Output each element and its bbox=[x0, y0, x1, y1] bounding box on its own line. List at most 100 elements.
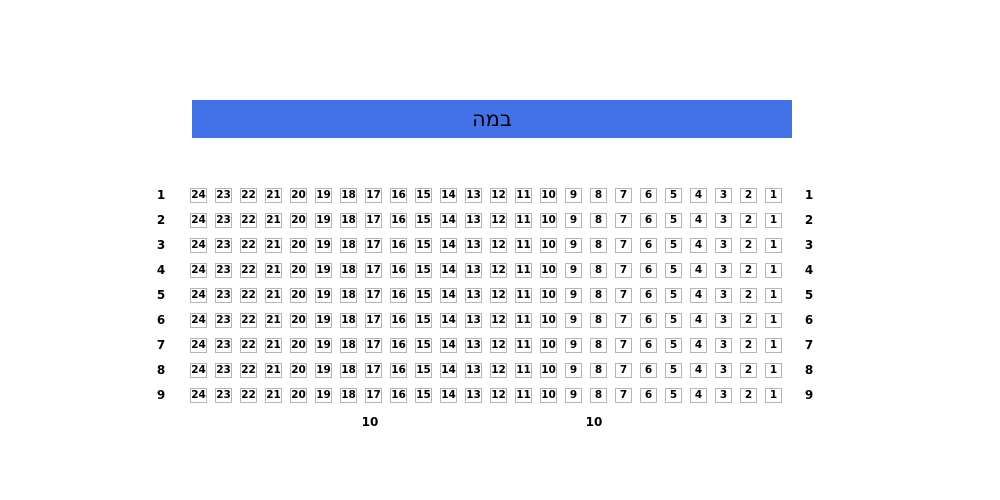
seat[interactable]: 10 bbox=[540, 213, 557, 228]
seat[interactable]: 2 bbox=[740, 363, 757, 378]
seat[interactable]: 14 bbox=[440, 313, 457, 328]
seat[interactable]: 14 bbox=[440, 338, 457, 353]
seat[interactable]: 5 bbox=[665, 338, 682, 353]
seat[interactable]: 23 bbox=[215, 213, 232, 228]
seat[interactable]: 20 bbox=[290, 288, 307, 303]
seat[interactable]: 11 bbox=[515, 238, 532, 253]
seat[interactable]: 18 bbox=[340, 338, 357, 353]
seat[interactable]: 19 bbox=[315, 313, 332, 328]
seat[interactable]: 9 bbox=[565, 213, 582, 228]
seat[interactable]: 20 bbox=[290, 238, 307, 253]
seat[interactable]: 17 bbox=[365, 363, 382, 378]
seat[interactable]: 3 bbox=[715, 263, 732, 278]
seat[interactable]: 4 bbox=[690, 238, 707, 253]
seat[interactable]: 15 bbox=[415, 188, 432, 203]
seat[interactable]: 13 bbox=[465, 263, 482, 278]
seat[interactable]: 5 bbox=[665, 313, 682, 328]
seat[interactable]: 24 bbox=[190, 338, 207, 353]
seat[interactable]: 11 bbox=[515, 363, 532, 378]
seat[interactable]: 15 bbox=[415, 313, 432, 328]
seat[interactable]: 5 bbox=[665, 263, 682, 278]
seat[interactable]: 1 bbox=[765, 363, 782, 378]
seat[interactable]: 23 bbox=[215, 313, 232, 328]
seat[interactable]: 14 bbox=[440, 363, 457, 378]
seat[interactable]: 16 bbox=[390, 363, 407, 378]
seat[interactable]: 4 bbox=[690, 338, 707, 353]
seat[interactable]: 7 bbox=[615, 263, 632, 278]
seat[interactable]: 1 bbox=[765, 188, 782, 203]
seat[interactable]: 1 bbox=[765, 313, 782, 328]
seat[interactable]: 21 bbox=[265, 263, 282, 278]
seat[interactable]: 16 bbox=[390, 288, 407, 303]
seat[interactable]: 12 bbox=[490, 313, 507, 328]
seat[interactable]: 19 bbox=[315, 238, 332, 253]
seat[interactable]: 6 bbox=[640, 288, 657, 303]
seat[interactable]: 11 bbox=[515, 338, 532, 353]
seat[interactable]: 21 bbox=[265, 338, 282, 353]
seat[interactable]: 5 bbox=[665, 238, 682, 253]
seat[interactable]: 23 bbox=[215, 238, 232, 253]
seat[interactable]: 22 bbox=[240, 288, 257, 303]
seat[interactable]: 13 bbox=[465, 288, 482, 303]
seat[interactable]: 9 bbox=[565, 288, 582, 303]
seat[interactable]: 15 bbox=[415, 363, 432, 378]
seat[interactable]: 19 bbox=[315, 363, 332, 378]
seat[interactable]: 20 bbox=[290, 263, 307, 278]
seat[interactable]: 19 bbox=[315, 188, 332, 203]
seat[interactable]: 3 bbox=[715, 363, 732, 378]
seat[interactable]: 15 bbox=[415, 263, 432, 278]
seat[interactable]: 4 bbox=[690, 213, 707, 228]
seat[interactable]: 10 bbox=[540, 313, 557, 328]
seat[interactable]: 6 bbox=[640, 338, 657, 353]
seat[interactable]: 13 bbox=[465, 238, 482, 253]
seat[interactable]: 16 bbox=[390, 338, 407, 353]
seat[interactable]: 18 bbox=[340, 388, 357, 403]
seat[interactable]: 3 bbox=[715, 388, 732, 403]
seat[interactable]: 9 bbox=[565, 238, 582, 253]
seat[interactable]: 9 bbox=[565, 388, 582, 403]
seat[interactable]: 20 bbox=[290, 213, 307, 228]
seat[interactable]: 19 bbox=[315, 288, 332, 303]
seat[interactable]: 5 bbox=[665, 288, 682, 303]
seat[interactable]: 1 bbox=[765, 338, 782, 353]
seat[interactable]: 12 bbox=[490, 188, 507, 203]
seat[interactable]: 1 bbox=[765, 388, 782, 403]
seat[interactable]: 10 bbox=[540, 363, 557, 378]
seat[interactable]: 4 bbox=[690, 363, 707, 378]
seat[interactable]: 16 bbox=[390, 238, 407, 253]
seat[interactable]: 22 bbox=[240, 338, 257, 353]
seat[interactable]: 17 bbox=[365, 388, 382, 403]
seat[interactable]: 24 bbox=[190, 288, 207, 303]
seat[interactable]: 22 bbox=[240, 238, 257, 253]
seat[interactable]: 11 bbox=[515, 288, 532, 303]
seat[interactable]: 19 bbox=[315, 388, 332, 403]
seat[interactable]: 8 bbox=[590, 263, 607, 278]
seat[interactable]: 8 bbox=[590, 213, 607, 228]
seat[interactable]: 14 bbox=[440, 388, 457, 403]
seat[interactable]: 24 bbox=[190, 238, 207, 253]
seat[interactable]: 1 bbox=[765, 288, 782, 303]
seat[interactable]: 2 bbox=[740, 288, 757, 303]
seat[interactable]: 17 bbox=[365, 188, 382, 203]
seat[interactable]: 23 bbox=[215, 188, 232, 203]
seat[interactable]: 1 bbox=[765, 263, 782, 278]
seat[interactable]: 2 bbox=[740, 313, 757, 328]
seat[interactable]: 18 bbox=[340, 213, 357, 228]
seat[interactable]: 3 bbox=[715, 188, 732, 203]
seat[interactable]: 9 bbox=[565, 263, 582, 278]
seat[interactable]: 6 bbox=[640, 313, 657, 328]
seat[interactable]: 12 bbox=[490, 238, 507, 253]
seat[interactable]: 7 bbox=[615, 213, 632, 228]
seat[interactable]: 3 bbox=[715, 288, 732, 303]
seat[interactable]: 21 bbox=[265, 288, 282, 303]
seat[interactable]: 2 bbox=[740, 213, 757, 228]
seat[interactable]: 12 bbox=[490, 213, 507, 228]
seat[interactable]: 8 bbox=[590, 313, 607, 328]
seat[interactable]: 13 bbox=[465, 313, 482, 328]
seat[interactable]: 17 bbox=[365, 313, 382, 328]
seat[interactable]: 2 bbox=[740, 238, 757, 253]
seat[interactable]: 20 bbox=[290, 313, 307, 328]
seat[interactable]: 8 bbox=[590, 188, 607, 203]
seat[interactable]: 14 bbox=[440, 188, 457, 203]
seat[interactable]: 14 bbox=[440, 213, 457, 228]
